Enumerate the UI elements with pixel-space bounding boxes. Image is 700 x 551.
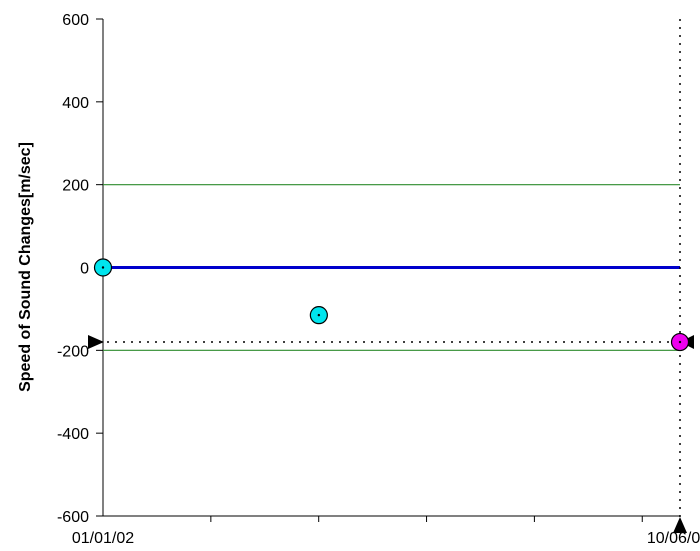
y-axis-title: Speed of Sound Changes[m/sec] bbox=[17, 142, 34, 392]
cursor-left-arrow bbox=[88, 335, 104, 350]
cursor-bottom-arrow bbox=[673, 517, 687, 533]
x-tick-label: 01/01/02 bbox=[72, 530, 134, 547]
data-point-center bbox=[678, 340, 682, 344]
plot-area: 600 400 200 0 -200 -400 -600 01/01/02 10/06/02 bbox=[57, 12, 700, 547]
data-point-center bbox=[101, 266, 105, 269]
y-tick-label: 400 bbox=[62, 95, 89, 112]
y-tick-label: -600 bbox=[57, 509, 89, 526]
data-point-center bbox=[317, 313, 321, 317]
y-tick-label: -200 bbox=[57, 343, 89, 360]
y-tick-label: 200 bbox=[62, 178, 89, 195]
y-tick-label: 600 bbox=[62, 12, 89, 29]
y-tick-label: 0 bbox=[80, 261, 89, 278]
y-tick-label: -400 bbox=[57, 426, 89, 443]
x-tick-label: 10/06/02 bbox=[647, 530, 700, 547]
